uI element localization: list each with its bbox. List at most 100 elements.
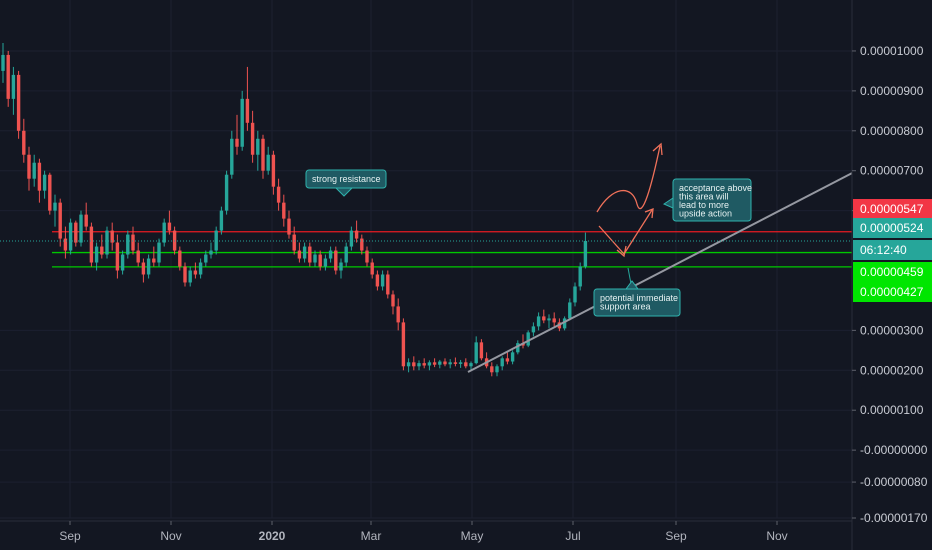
price-tag xyxy=(853,240,932,260)
price-tag-label: 06:12:40 xyxy=(860,243,907,257)
candle-body xyxy=(27,154,31,179)
candle-body xyxy=(282,202,286,219)
candle-body xyxy=(120,254,125,271)
candle-body xyxy=(432,362,437,365)
candle-body xyxy=(323,258,328,267)
candle-body xyxy=(235,138,239,147)
candle-body xyxy=(266,154,270,171)
y-tick-label: -0.00000170 xyxy=(860,511,928,525)
callout-text: lead to more xyxy=(679,200,729,210)
candle-body xyxy=(422,363,426,366)
candle-body xyxy=(157,242,161,263)
candle-body xyxy=(401,322,406,367)
callout-text: upside action xyxy=(679,209,732,219)
candle-body xyxy=(105,230,109,255)
candle-body xyxy=(297,250,302,259)
candle-body xyxy=(578,266,582,287)
candle-body xyxy=(386,274,390,295)
annotation-callout[interactable]: strong resistance xyxy=(305,169,387,197)
candle-body xyxy=(464,362,468,367)
callout-text: strong resistance xyxy=(312,174,381,184)
callout-text: support area xyxy=(600,302,651,312)
candle-body xyxy=(365,250,369,263)
candle-body xyxy=(292,234,296,251)
candle-body xyxy=(256,138,260,155)
callout-text: potential immediate xyxy=(600,293,678,303)
candle-body xyxy=(568,302,572,319)
candle-body xyxy=(479,342,484,359)
price-tag-label: 0.00000547 xyxy=(860,202,924,216)
candle-body xyxy=(74,222,78,243)
price-tag-label: 0.00000459 xyxy=(860,265,924,279)
candle-body xyxy=(183,266,187,283)
candle-body xyxy=(552,318,556,323)
candle-body xyxy=(84,214,88,227)
candle-body xyxy=(167,222,172,231)
y-tick-label: 0.00000200 xyxy=(860,363,924,377)
candle-body xyxy=(406,362,411,367)
candle-body xyxy=(276,186,281,203)
x-tick-label: Nov xyxy=(160,529,181,543)
candle-body xyxy=(339,262,343,271)
candle-body xyxy=(16,74,21,131)
candle-body xyxy=(562,318,567,329)
price-tag xyxy=(853,262,932,282)
candle-body xyxy=(1,54,5,71)
price-tag xyxy=(853,199,932,219)
candle-body xyxy=(360,238,364,251)
y-tick-label: 0.00000700 xyxy=(860,164,924,178)
candle-series xyxy=(1,42,588,377)
candle-body xyxy=(94,246,99,263)
candle-body xyxy=(495,366,499,373)
x-tick-label: Jul xyxy=(565,529,580,543)
candle-body xyxy=(458,362,463,364)
candle-body xyxy=(209,250,213,255)
candle-body xyxy=(146,258,151,275)
candle-body xyxy=(230,138,234,175)
candle-body xyxy=(115,242,120,271)
candle-body xyxy=(152,258,156,263)
price-tags: 0.00000547 0.00000524 06:12:40 0.00000459 0.… xyxy=(853,199,932,302)
candle-body xyxy=(79,214,83,243)
candle-body xyxy=(370,262,374,275)
y-tick-label: -0.00000000 xyxy=(860,443,928,457)
candle-body xyxy=(573,286,577,303)
candle-body xyxy=(313,254,317,263)
candle-body xyxy=(141,262,146,275)
candle-body xyxy=(443,361,447,365)
candle-body xyxy=(474,342,478,364)
candle-body xyxy=(396,306,400,323)
price-tag xyxy=(853,282,932,302)
candle-body xyxy=(448,362,452,365)
candle-body xyxy=(334,250,338,271)
x-axis: Sep Nov 2020 Mar May Jul Sep Nov xyxy=(0,520,852,543)
callout-tail xyxy=(334,187,354,197)
candle-body xyxy=(42,174,47,191)
candle-body xyxy=(131,234,135,251)
rebound-arrowhead xyxy=(644,208,654,219)
candle-body xyxy=(505,358,510,362)
candle-body xyxy=(583,240,588,267)
candle-body xyxy=(375,274,380,287)
price-tag-label: 0.00000427 xyxy=(860,285,924,299)
candle-body xyxy=(240,98,244,147)
price-tag-label: 0.00000524 xyxy=(860,221,924,235)
bullish-projection-arrow xyxy=(596,145,661,213)
y-tick-label: 0.00000300 xyxy=(860,323,924,337)
candle-body xyxy=(58,202,62,239)
candle-body xyxy=(500,358,504,367)
candle-body xyxy=(261,138,265,171)
y-tick-label: 0.00001000 xyxy=(860,44,924,58)
y-tick-label: -0.00000080 xyxy=(860,475,928,489)
callout-text: acceptance above xyxy=(679,183,752,193)
candle-body xyxy=(178,250,182,267)
candle-body xyxy=(380,274,385,287)
pullback-arrowhead xyxy=(616,245,627,258)
candle-body xyxy=(250,122,255,155)
y-tick-label: 0.00000100 xyxy=(860,403,924,417)
ascending-trendline[interactable] xyxy=(467,169,859,373)
